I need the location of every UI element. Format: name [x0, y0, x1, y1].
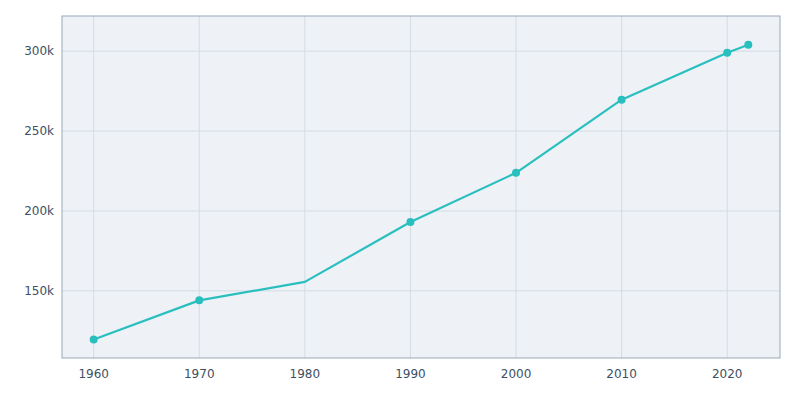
marker	[512, 169, 520, 177]
marker	[195, 296, 203, 304]
x-tick-label: 2000	[501, 367, 532, 381]
x-tick-label: 2010	[606, 367, 637, 381]
y-tick-label: 250k	[24, 124, 54, 138]
x-grid-line	[304, 16, 305, 358]
x-grid-line	[93, 16, 94, 358]
marker	[618, 96, 626, 104]
x-grid-line	[410, 16, 411, 358]
y-tick-label: 300k	[24, 44, 54, 58]
marker	[723, 49, 731, 57]
x-tick-label: 2020	[712, 367, 743, 381]
marker	[406, 218, 414, 226]
line	[94, 45, 749, 340]
x-tick-label: 1990	[395, 367, 426, 381]
marker	[744, 41, 752, 49]
grid	[62, 16, 780, 358]
x-tick-label: 1970	[184, 367, 215, 381]
data-area	[90, 41, 753, 344]
x-grid-line	[621, 16, 622, 358]
chart: 1960 1970 1980 1990 2000 2010 2020 150k 200k 250k…	[0, 0, 800, 400]
axes: 1960 1970 1980 1990 2000 2010 2020 150k 200k 250k…	[24, 16, 780, 381]
y-grid-line	[62, 290, 780, 291]
y-tick-label: 200k	[24, 204, 54, 218]
x-grid-line	[727, 16, 728, 358]
plot-background	[62, 16, 780, 358]
y-grid-line	[62, 51, 780, 52]
y-grid-line	[62, 210, 780, 211]
x-tick-label: 1980	[290, 367, 321, 381]
x-grid-line	[199, 16, 200, 358]
y-tick-label: 150k	[24, 284, 54, 298]
y-grid-line	[62, 131, 780, 132]
x-tick-label: 1960	[78, 367, 109, 381]
plot-frame	[62, 16, 780, 358]
chart-container: 1960 1970 1980 1990 2000 2010 2020 150k 200k 250k…	[0, 0, 800, 400]
marker	[90, 336, 98, 344]
x-grid-line	[516, 16, 517, 358]
